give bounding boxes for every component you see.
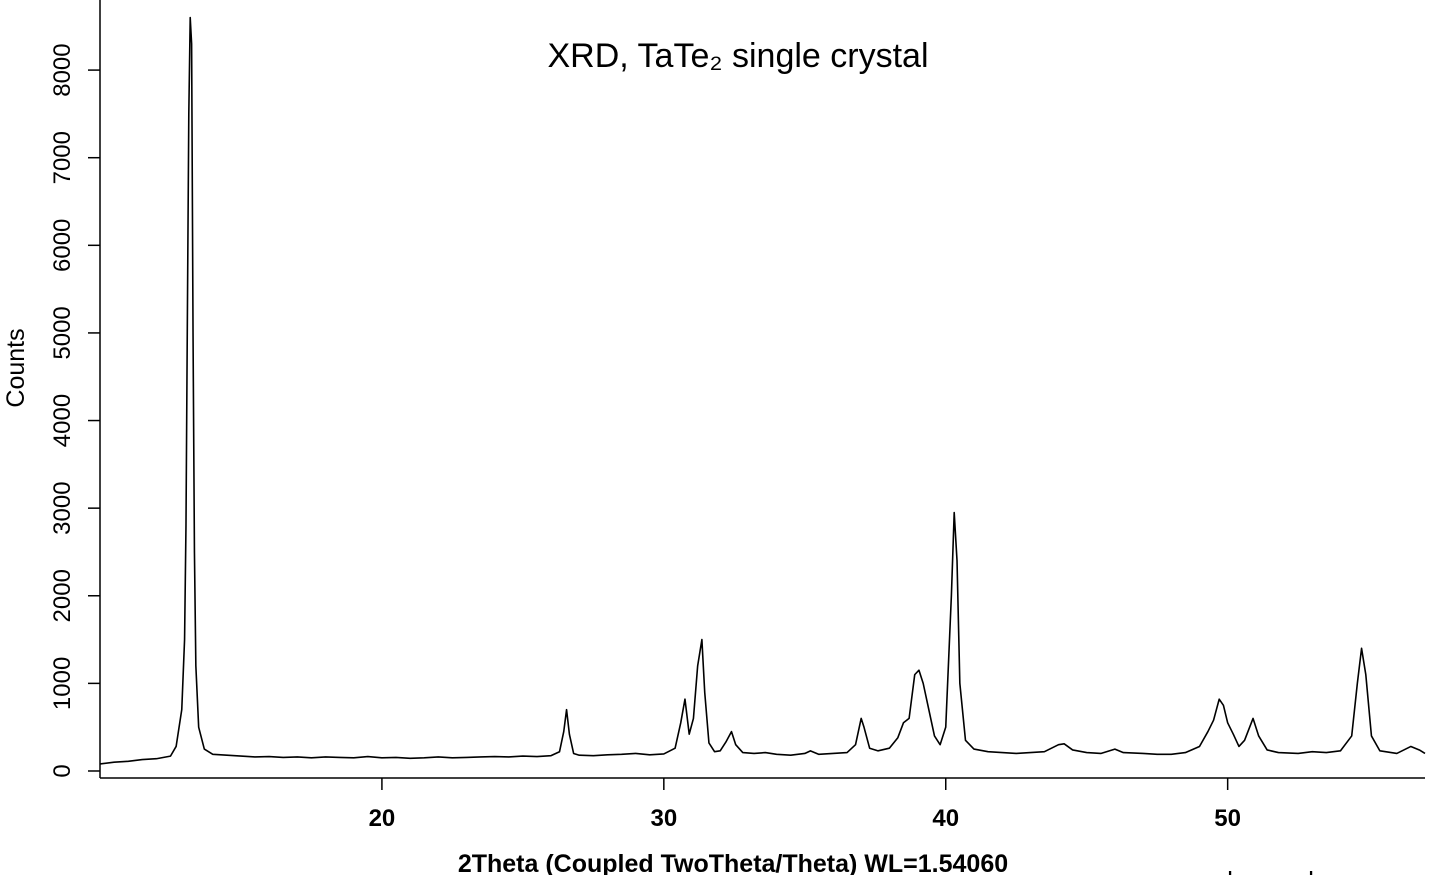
y-tick-label: 3000 <box>49 481 76 534</box>
data-line <box>99 16 1426 765</box>
y-tick-label: 8000 <box>49 43 76 96</box>
y-axis-label: Counts <box>2 328 30 407</box>
x-tick-label: 40 <box>932 805 959 832</box>
y-tick-label: 1000 <box>49 657 76 710</box>
y-tick-label: 0 <box>49 764 76 777</box>
x-tick-label: 50 <box>1214 805 1241 832</box>
y-tick-label: 6000 <box>49 219 76 272</box>
y-tick-label: 7000 <box>49 131 76 184</box>
x-axis-label: 2Theta (Coupled TwoTheta/Theta) WL=1.540… <box>458 850 1008 875</box>
y-tick-label: 4000 <box>49 394 76 447</box>
y-tick-label: 5000 <box>49 306 76 359</box>
x-tick-label: 30 <box>650 805 677 832</box>
chart-title: XRD, TaTe₂ single crystal <box>547 37 928 75</box>
y-tick-label: 2000 <box>49 569 76 622</box>
watermark: www.hqgraphene.com <box>1164 866 1422 875</box>
x-tick-label: 20 <box>369 805 396 832</box>
